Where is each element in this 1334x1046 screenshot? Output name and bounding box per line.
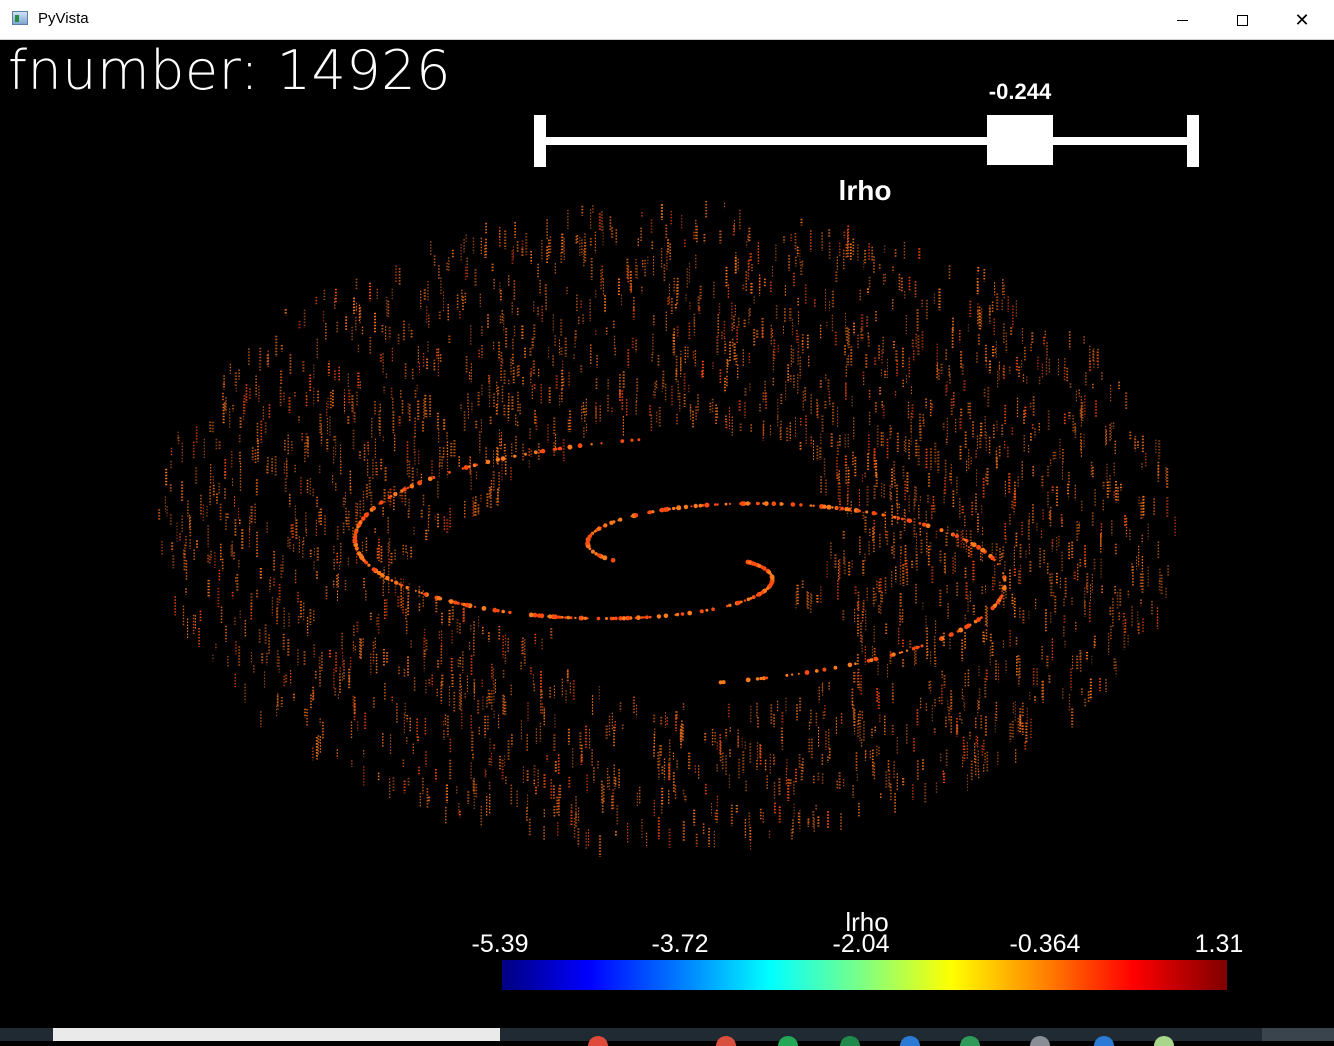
slider-value-label: -0.244	[988, 79, 1052, 104]
colorbar-title: lrho	[845, 907, 889, 937]
taskbar-show-desktop[interactable]	[1262, 1028, 1334, 1041]
pyvista-app-icon	[12, 11, 28, 25]
render-viewport[interactable]: fnumber: 14926 -0.244 lrho lrho -5.39 -3…	[0, 39, 1334, 1028]
window-title: PyVista	[38, 10, 89, 27]
particle-streaks	[158, 200, 1176, 857]
maximize-button[interactable]	[1212, 0, 1272, 40]
colorbar-tick: -5.39	[471, 930, 529, 958]
colorbar-tick: -3.72	[651, 930, 709, 958]
colorbar-gradient	[502, 960, 1227, 990]
colorbar-tick: -0.364	[1009, 930, 1081, 958]
slider-min-cap	[534, 115, 546, 167]
close-icon: ✕	[1294, 9, 1310, 31]
minimize-icon	[1176, 19, 1188, 21]
slider-track[interactable]	[540, 137, 1194, 145]
close-button[interactable]: ✕	[1272, 0, 1332, 40]
maximize-icon	[1236, 14, 1248, 26]
particle-disk-render[interactable]	[0, 41, 1334, 1028]
taskbar-search-box[interactable]	[53, 1028, 500, 1041]
slider-title: lrho	[838, 175, 892, 206]
slider-max-cap	[1187, 115, 1199, 167]
title-bar: PyVista ✕	[0, 0, 1334, 40]
minimize-button[interactable]	[1152, 0, 1212, 40]
colorbar-tick: -2.04	[832, 930, 890, 958]
colorbar-tick: 1.31	[1194, 930, 1244, 958]
slider-handle[interactable]	[987, 115, 1053, 165]
fnumber-label: fnumber: 14926	[8, 39, 451, 102]
